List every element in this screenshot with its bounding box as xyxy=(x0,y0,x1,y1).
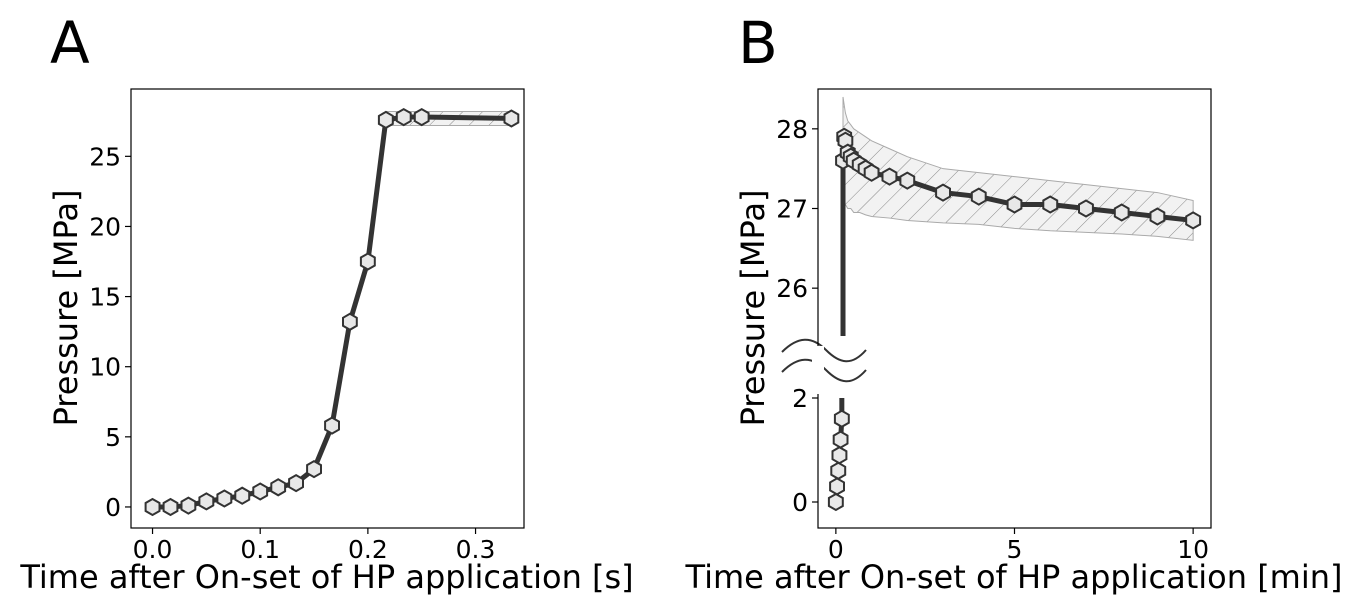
panel-b-rise-data-point xyxy=(833,409,850,428)
panel-a-y-tick-label: 25 xyxy=(89,142,121,171)
panel-a-data-point xyxy=(503,109,520,128)
panel-b-y-tick-label: 28 xyxy=(776,115,808,144)
panel-b-y-tick-label: 0 xyxy=(792,488,808,517)
panel-a-data-point xyxy=(359,252,376,271)
panel-b-rise-data-point xyxy=(829,477,845,496)
panel-b-data-point xyxy=(1149,207,1166,226)
panel-b-data-point xyxy=(863,163,880,182)
panel-b-data-point xyxy=(1006,195,1023,214)
panel-a-data-point xyxy=(395,107,412,127)
panel-b-x-tick-label: 10 xyxy=(1177,535,1209,564)
panel-a-data-point xyxy=(342,312,358,331)
panel-a-data-point xyxy=(324,416,340,435)
panel-a-data-point xyxy=(216,489,233,508)
panel-a-data-point xyxy=(377,110,394,130)
panel-b-data-point xyxy=(1185,211,1202,230)
panel-b-y-ticks: 26 27 28 0 2 xyxy=(776,115,818,517)
panel-a-data-point xyxy=(288,473,304,493)
panel-b-data-point xyxy=(935,183,951,202)
panel-b-rise-data-point xyxy=(830,461,847,480)
panel-a-data-point xyxy=(162,497,179,517)
panel-b-confidence-band xyxy=(842,96,1194,241)
panel-a-x-tick-label: 0.2 xyxy=(348,535,388,564)
panel-a-y-tick-label: 5 xyxy=(105,423,121,452)
panel-a-data-point xyxy=(234,486,251,505)
panel-b-rise-data-point xyxy=(832,430,849,449)
panel-b-y-tick-label: 26 xyxy=(776,274,808,303)
panel-a-x-axis-label: Time after On-set of HP application [s] xyxy=(19,558,633,596)
panel-b-y-tick-label: 27 xyxy=(776,195,808,224)
panel-b-data-point xyxy=(881,167,898,186)
panel-b-frame-break-mask xyxy=(812,346,824,394)
panel-a-confidence-band xyxy=(152,110,512,508)
panel-a-y-tick-label: 20 xyxy=(89,212,121,241)
panel-b-x-ticks: 0 5 10 xyxy=(828,528,1209,564)
panel-a-x-tick-label: 0.3 xyxy=(456,535,496,564)
panel-b-data-point xyxy=(970,187,987,206)
panel-a-y-axis-label: Pressure [MPa] xyxy=(47,190,85,427)
panel-b-x-tick-label: 0 xyxy=(828,535,844,564)
panel-b-letter: B xyxy=(738,9,778,77)
panel-b-data-point xyxy=(1042,195,1059,214)
panel-a-data-point xyxy=(306,459,322,479)
panel-b-y-axis-label: Pressure [MPa] xyxy=(734,190,772,427)
panel-b-data-point xyxy=(1113,203,1130,222)
panel-a-data-point xyxy=(270,478,287,497)
panel-a-data-point xyxy=(180,496,197,515)
panel-a-y-tick-label: 15 xyxy=(89,283,121,312)
panel-a-data-point xyxy=(252,482,269,501)
panel-a-band-layer xyxy=(152,110,512,508)
panel-a-letter: A xyxy=(50,9,90,77)
panel-a-y-tick-label: 0 xyxy=(105,493,121,522)
panel-a-line-layer xyxy=(152,114,512,510)
panel-b-rise-data-point xyxy=(827,492,844,512)
panel-b-marker-layer xyxy=(827,127,1202,512)
panel-a-x-ticks: 0.0 0.1 0.2 0.3 xyxy=(133,528,496,564)
panel-b-band-layer xyxy=(842,96,1194,241)
panel-a-series-line xyxy=(152,114,512,510)
panel-b-rise-data-point xyxy=(831,446,848,465)
panel-a-data-point xyxy=(144,497,161,517)
panel-a-y-ticks: 0 5 10 15 20 25 xyxy=(89,142,131,522)
panel-a-x-tick-label: 0.0 xyxy=(133,535,173,564)
panel-b-data-point xyxy=(1078,199,1094,218)
panel-a-y-tick-label: 10 xyxy=(89,353,121,382)
panel-a-marker-layer xyxy=(144,107,520,517)
panel-a-axes-frame xyxy=(130,88,525,529)
panel-b-y-tick-label: 2 xyxy=(792,384,808,413)
panel-a: A 0.0 0.1 0.2 0.3 0 5 10 15 20 25 Time after On-… xyxy=(19,9,633,596)
panel-a-data-point xyxy=(198,492,215,511)
panel-b-data-point xyxy=(899,171,916,190)
panel-a-data-point xyxy=(413,107,430,127)
panel-b: B 0 5 10 26 27 28 0 2 Time after On-set of HP … xyxy=(685,9,1343,596)
panel-b-x-tick-label: 5 xyxy=(1007,535,1023,564)
panel-b-x-axis-label: Time after On-set of HP application [min… xyxy=(685,558,1343,596)
panel-a-x-tick-label: 0.1 xyxy=(240,535,280,564)
